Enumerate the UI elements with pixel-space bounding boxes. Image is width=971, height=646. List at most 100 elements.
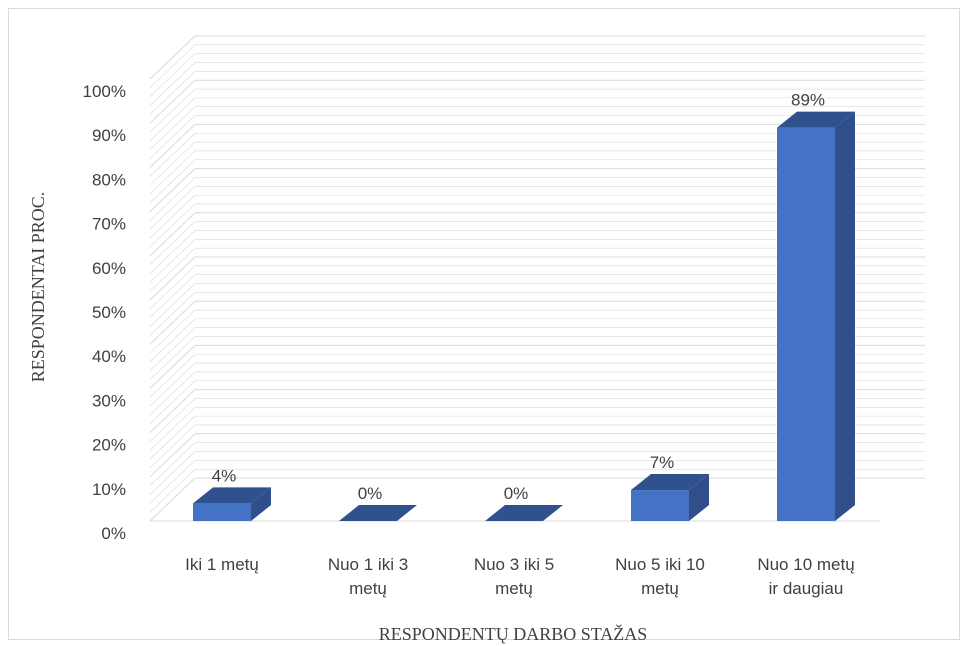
y-tick-label: 60% [92, 259, 126, 278]
gridline-side [149, 451, 196, 495]
bar-top [777, 111, 855, 128]
y-tick-label: 100% [83, 82, 126, 101]
gridline-side [149, 371, 196, 416]
gridline-side [149, 106, 196, 150]
gridline-side [149, 194, 196, 239]
bar-front [631, 490, 689, 521]
bar-top [193, 487, 271, 504]
gridline-side [149, 239, 196, 283]
gridline-side [149, 53, 196, 97]
gridline-side [149, 62, 196, 106]
gridline-side [149, 477, 196, 522]
gridline-side [149, 336, 196, 380]
gridline-side [149, 230, 196, 274]
y-tick-label: 10% [92, 480, 126, 499]
category-label-line: metų [349, 579, 387, 598]
gridline-side [149, 433, 196, 478]
gridline-side [149, 133, 196, 177]
gridline-side [149, 212, 196, 257]
y-tick-label: 80% [92, 170, 126, 189]
gridline-side [149, 115, 196, 159]
gridline-side [149, 442, 196, 486]
bar-front [193, 503, 251, 521]
category-label-line: Iki 1 metų [185, 555, 259, 574]
gridline-side [149, 168, 196, 212]
y-tick-label: 40% [92, 347, 126, 366]
category-label-line: Nuo 5 iki 10 [615, 555, 705, 574]
gridline-side [149, 354, 196, 398]
gridline-side [149, 460, 196, 504]
gridline-side [149, 71, 196, 115]
bar-side [835, 111, 855, 522]
gridline-side [149, 221, 196, 265]
gridline-side [149, 35, 196, 80]
gridline-side [149, 283, 196, 327]
bar-front [777, 127, 835, 522]
bar-side [689, 474, 709, 521]
data-label: 4% [212, 466, 237, 485]
y-tick-label: 70% [92, 215, 126, 234]
category-label-line: metų [495, 579, 533, 598]
gridline-side [149, 186, 196, 230]
bar-top [631, 474, 709, 491]
gridline-side [149, 292, 196, 336]
gridline-side [149, 380, 196, 424]
category-label: Nuo 5 iki 10 metų [615, 555, 705, 598]
category-label-line: metų [641, 579, 679, 598]
gridline-side [149, 389, 196, 433]
bar [485, 505, 563, 521]
data-label: 0% [504, 484, 529, 503]
gridline-side [149, 318, 196, 363]
gridline-side [149, 44, 196, 89]
y-tick-label: 50% [92, 303, 126, 322]
category-label-line: Nuo 3 iki 5 [474, 555, 554, 574]
gridline-side [149, 97, 196, 142]
data-label: 7% [650, 453, 675, 472]
gridline-side [149, 256, 196, 301]
bar-top [339, 505, 417, 521]
bar-top [485, 505, 563, 521]
category-label: Nuo 3 iki 5 metų [474, 555, 554, 598]
gridline-side [149, 309, 196, 354]
data-label: 0% [358, 484, 383, 503]
gridline-side [149, 265, 196, 310]
category-label: Nuo 10 metų ir daugiau [757, 555, 854, 598]
gridline-side [149, 345, 196, 389]
gridline-side [149, 362, 196, 407]
gridline-side [149, 327, 196, 371]
gridline-side [149, 150, 196, 195]
y-axis-title: RESPONDENTAI PROC. [28, 192, 48, 383]
bar [777, 111, 855, 522]
y-tick-label: 0% [101, 524, 126, 543]
bar [193, 487, 271, 521]
category-label-line: Nuo 10 metų [757, 555, 854, 574]
gridline-side [149, 124, 196, 168]
gridline-side [149, 398, 196, 442]
bar-side [251, 487, 271, 521]
gridline-side [149, 424, 196, 469]
category-label-line: Nuo 1 iki 3 [328, 555, 408, 574]
gridline-side [149, 203, 196, 248]
x-axis-categories: Iki 1 metų Nuo 1 iki 3 metų Nuo 3 iki 5 metų… [185, 555, 855, 598]
y-axis-ticks: 0% 10% 20% 30% 40% 50% 60% 70% 80% 90% 100% [83, 82, 126, 543]
category-label: Iki 1 metų [185, 555, 259, 574]
gridline-side [149, 177, 196, 221]
gridline-side [149, 415, 196, 460]
bar [339, 505, 417, 521]
gridline-side [149, 468, 196, 513]
gridline-side [149, 88, 196, 133]
category-label: Nuo 1 iki 3 metų [328, 555, 408, 598]
x-axis-title: RESPONDENTŲ DARBO STAŽAS [379, 623, 648, 644]
data-label: 89% [791, 91, 825, 110]
y-tick-label: 90% [92, 126, 126, 145]
gridline-side [149, 159, 196, 203]
data-labels: 4% 0% 0% 7% 89% [212, 91, 825, 503]
category-label-line: ir daugiau [769, 579, 844, 598]
bar [631, 474, 709, 521]
gridline-side [149, 141, 196, 186]
gridline-side [149, 300, 196, 345]
gridline-side [149, 407, 196, 451]
gridline-side [149, 247, 196, 292]
y-tick-label: 30% [92, 391, 126, 410]
